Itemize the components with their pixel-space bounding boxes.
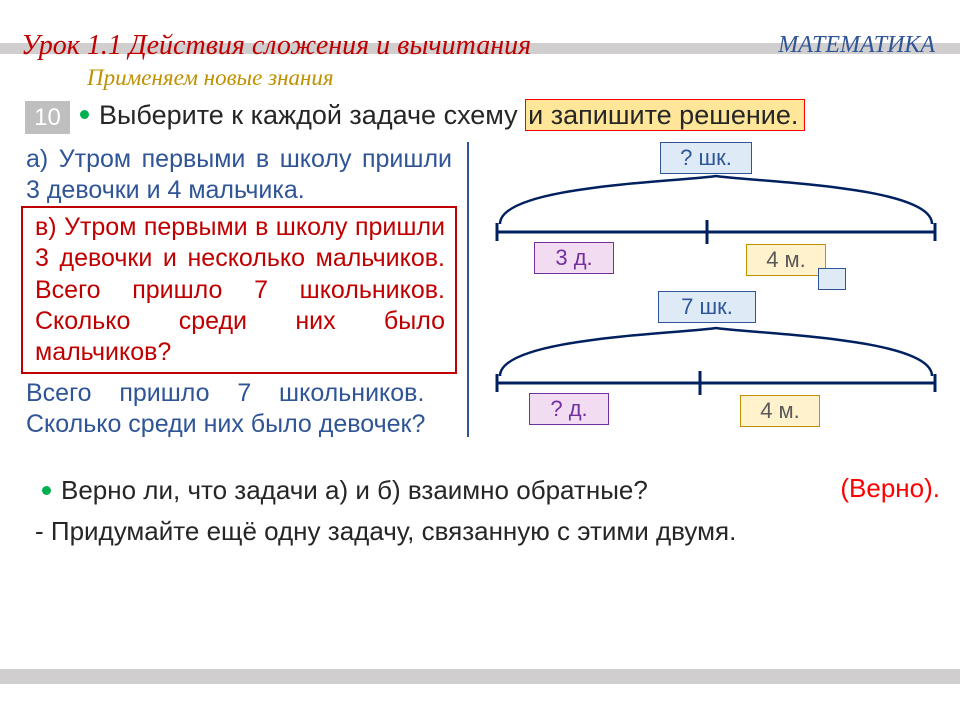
task-number-badge: 10 [25, 101, 70, 134]
diagram2-left-label: ? д. [529, 393, 609, 425]
question-2-text: Верно ли, что задачи а) и б) взаимно обр… [61, 475, 648, 505]
task-b-line2: Сколько среди них было девочек? [26, 410, 425, 438]
diagram2-extra-square [818, 268, 846, 290]
task-a-text: а) Утром первыми в школу пришли 3 девочк… [26, 144, 452, 207]
answer-text: (Верно). [840, 473, 940, 504]
bullet-dot [42, 486, 51, 495]
task-b-line1: Всего пришло 7 школьников. [26, 379, 424, 407]
task-b-remnant: Всего пришло 7 школьников. Сколько среди… [26, 378, 452, 441]
instruction-text: Выберите к каждой задаче схему [99, 100, 525, 130]
bottom-separator [0, 669, 960, 684]
diagram1-right-label: 4 м. [746, 244, 826, 276]
diagram1-top-label: ? шк. [660, 142, 752, 174]
diagram1-left-label: 3 д. [534, 242, 614, 274]
question-3: - Придумайте ещё одну задачу, связанную … [35, 516, 935, 547]
section-title: Применяем новые знания [87, 65, 334, 91]
question-2: Верно ли, что задачи а) и б) взаимно обр… [42, 475, 942, 506]
bullet-dot [80, 110, 89, 119]
diagram2-right-label: 4 м. [740, 395, 820, 427]
lesson-title: Урок 1.1 Действия сложения и вычитания [21, 30, 531, 62]
task-instruction: Выберите к каждой задаче схему и запишит… [80, 100, 940, 131]
instruction-highlight: и запишите решение. [525, 99, 805, 131]
subject-label: МАТЕМАТИКА [778, 32, 935, 59]
vertical-divider [467, 142, 469, 437]
task-c-box: в) Утром первыми в школу пришли 3 девочк… [21, 206, 457, 374]
diagram2-top-label: 7 шк. [658, 291, 756, 323]
